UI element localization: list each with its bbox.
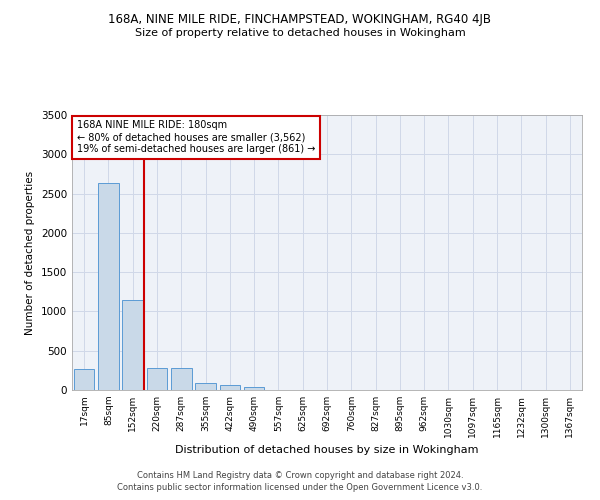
Bar: [171, 368, 191, 390]
Y-axis label: Number of detached properties: Number of detached properties: [25, 170, 35, 334]
Text: Contains HM Land Registry data © Crown copyright and database right 2024.
Contai: Contains HM Land Registry data © Crown c…: [118, 471, 482, 492]
Bar: [74, 369, 94, 390]
X-axis label: Distribution of detached houses by size in Wokingham: Distribution of detached houses by size …: [175, 446, 479, 456]
Text: 168A NINE MILE RIDE: 180sqm
← 80% of detached houses are smaller (3,562)
19% of : 168A NINE MILE RIDE: 180sqm ← 80% of det…: [77, 120, 316, 154]
Bar: [195, 383, 216, 390]
Text: Size of property relative to detached houses in Wokingham: Size of property relative to detached ho…: [134, 28, 466, 38]
Bar: [98, 182, 119, 390]
Bar: [244, 387, 265, 390]
Bar: [122, 300, 143, 390]
Bar: [220, 386, 240, 390]
Bar: [146, 368, 167, 390]
Text: 168A, NINE MILE RIDE, FINCHAMPSTEAD, WOKINGHAM, RG40 4JB: 168A, NINE MILE RIDE, FINCHAMPSTEAD, WOK…: [109, 12, 491, 26]
